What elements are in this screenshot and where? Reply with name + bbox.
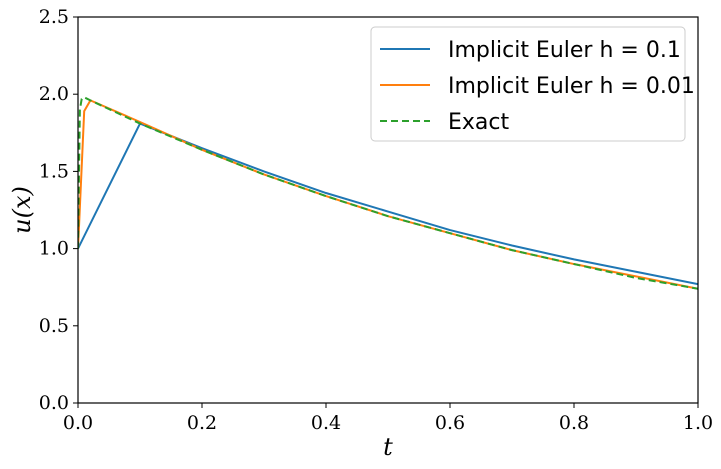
series-line-2: [78, 96, 698, 290]
x-axis-ticks: 0.0 0.2 0.4 0.6 0.8 1.0: [63, 403, 713, 434]
series-layer: [78, 96, 698, 290]
legend: Implicit Euler h = 0.1 Implicit Euler h =…: [370, 26, 695, 142]
x-tick-label: 0.8: [559, 412, 589, 434]
y-tick-label: 1.5: [39, 160, 69, 182]
y-tick-label: 0.0: [39, 392, 69, 414]
series-line-0: [78, 122, 698, 286]
x-tick-label: 1.0: [683, 412, 713, 434]
legend-label: Implicit Euler h = 0.01: [448, 74, 695, 99]
x-tick-label: 0.0: [63, 412, 93, 434]
y-axis-label: u(x): [8, 186, 36, 234]
plot-frame: [77, 16, 699, 404]
x-tick-label: 0.2: [187, 412, 217, 434]
x-tick-label: 0.4: [311, 412, 341, 434]
legend-box: [370, 26, 686, 142]
x-axis-label: t: [383, 433, 393, 461]
x-tick-label: 0.6: [435, 412, 465, 434]
y-tick-label: 2.0: [39, 83, 69, 105]
y-tick-label: 1.0: [39, 238, 69, 260]
legend-label: Implicit Euler h = 0.1: [448, 38, 681, 63]
y-axis-ticks: 0.0 0.5 1.0 1.5 2.0 2.5: [39, 6, 78, 414]
legend-label: Exact: [448, 110, 509, 135]
y-tick-label: 2.5: [39, 6, 69, 28]
y-tick-label: 0.5: [39, 315, 69, 337]
